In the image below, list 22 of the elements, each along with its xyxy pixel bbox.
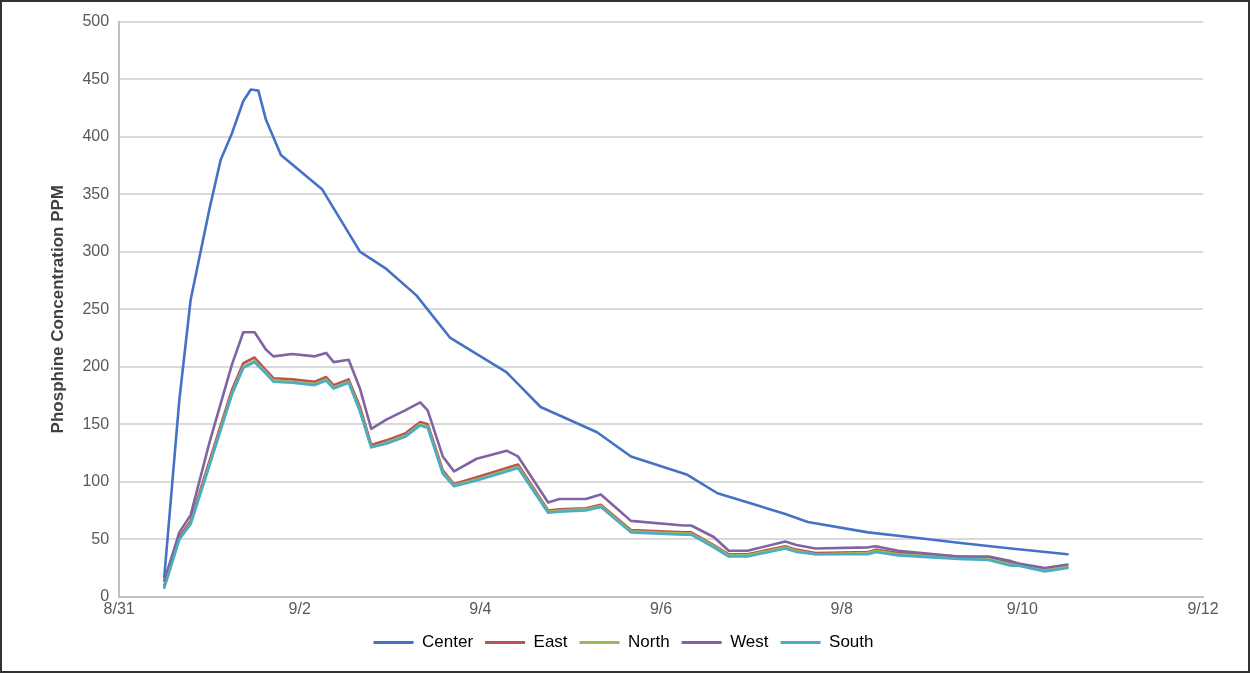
legend-label: North: [628, 632, 670, 652]
y-tick-label: 300: [82, 242, 110, 260]
x-tick-label: 9/12: [1187, 599, 1219, 617]
legend-label: Center: [422, 632, 474, 652]
y-tick-label: 500: [82, 12, 110, 30]
y-tick-label: 400: [82, 127, 110, 145]
y-tick-label: 200: [82, 357, 110, 375]
x-tick-label: 9/10: [1006, 599, 1039, 617]
y-tick-label: 250: [82, 299, 110, 317]
y-tick-label: 350: [82, 184, 110, 202]
legend-label: East: [533, 632, 568, 652]
legend-label: South: [829, 632, 874, 652]
x-tick-label: 9/2: [288, 599, 311, 617]
y-tick-label: 450: [82, 69, 110, 87]
x-tick-label: 9/4: [469, 599, 492, 617]
y-tick-label: 100: [82, 472, 110, 490]
y-axis-title: Phosphine Concentration PPM: [47, 185, 67, 434]
legend-label: West: [730, 632, 769, 652]
y-tick-label: 50: [91, 529, 110, 547]
x-tick-label: 9/6: [649, 599, 673, 617]
y-tick-label: 150: [82, 414, 110, 432]
x-tick-label: 9/8: [830, 599, 853, 617]
